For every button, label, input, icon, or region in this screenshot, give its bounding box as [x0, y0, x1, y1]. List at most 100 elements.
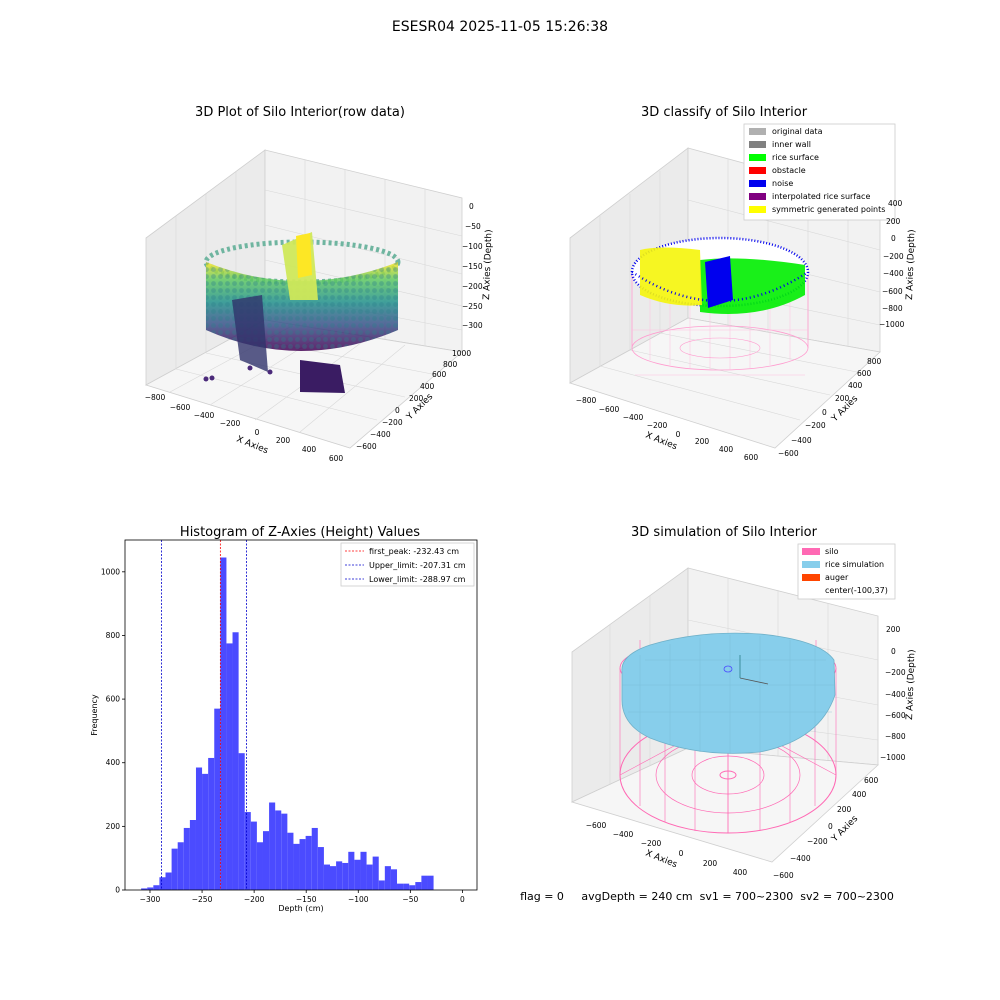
raw-panel-title: 3D Plot of Silo Interior(row data)	[195, 105, 405, 120]
tick-label: 200	[695, 437, 710, 446]
histogram-bar	[305, 835, 312, 890]
histogram-bar	[372, 856, 379, 890]
classify-zlabel: Z Axies (Depth)	[905, 229, 917, 300]
rice-simulation-surface	[621, 632, 836, 754]
x-tick-label: −100	[348, 895, 369, 904]
tick-label: −100	[462, 242, 483, 251]
tick-label: −600	[773, 871, 794, 880]
tick-label: −200	[807, 837, 828, 846]
classify-yticks: −600 −400 −200 0 200 400 600 800	[778, 357, 882, 458]
tick-label: −600	[885, 711, 906, 720]
x-axis-ticks: −300 −250 −200 −150 −100 −50 0	[140, 890, 465, 904]
plot-frame	[124, 539, 478, 891]
chart-title: Histogram of Z-Axies (Height) Values	[180, 525, 420, 540]
histogram-bars	[141, 557, 434, 890]
tick-label: −400	[791, 436, 812, 445]
tick-label: 400	[302, 445, 317, 454]
histogram-bar	[171, 848, 178, 890]
reference-lines	[161, 540, 247, 890]
tick-label: −800	[576, 396, 597, 405]
tick-label: −50	[465, 222, 481, 231]
tick-label: −200	[647, 421, 668, 430]
raw-zlabel: Z Axies (Depth)	[482, 229, 494, 300]
tick-label: −600	[599, 405, 620, 414]
histogram-bar	[238, 753, 245, 890]
legend-label: noise	[772, 179, 793, 188]
histogram-bar	[293, 843, 300, 890]
tick-label: −300	[462, 321, 483, 330]
tick-label: 400	[888, 199, 903, 208]
tick-label: 200	[835, 394, 850, 403]
tick-label: −400	[370, 430, 391, 439]
tick-label: 800	[443, 360, 458, 369]
histogram-bar	[177, 842, 184, 890]
histogram-bar	[244, 812, 251, 890]
tick-label: 600	[329, 454, 344, 463]
legend-label: symmetric generated points	[772, 205, 885, 214]
histogram-bar	[317, 847, 324, 890]
simulation-legend: silo rice simulation auger center(-100,3…	[797, 543, 896, 600]
y-axis-ticks: 0 200 400 600 800 1000	[101, 567, 125, 895]
tick-label: −400	[885, 690, 906, 699]
tick-label: 600	[864, 776, 879, 785]
classify-xticks: −800 −600 −400 −200 0 200 400 600	[576, 396, 759, 462]
histogram-bar	[342, 862, 349, 890]
x-tick-label: −300	[140, 895, 161, 904]
tick-label: −150	[462, 262, 483, 271]
panel-classify: 3D classify of Silo Interior	[568, 105, 917, 462]
tick-label: 0	[891, 647, 896, 656]
tick-label: 200	[886, 217, 901, 226]
tick-label: −250	[462, 302, 483, 311]
histogram-bar	[409, 885, 416, 890]
tick-label: 200	[703, 859, 718, 868]
histogram-bar	[366, 864, 373, 890]
tick-label: 400	[852, 790, 867, 799]
legend-label: center(-100,37)	[825, 586, 888, 595]
tick-label: 200	[837, 805, 852, 814]
legend-label: obstacle	[772, 166, 806, 175]
tick-label: −200	[885, 668, 906, 677]
legend-label: silo	[825, 547, 839, 556]
histogram-bar	[360, 851, 367, 890]
histogram-bar	[165, 872, 172, 890]
classify-point-cloud	[630, 236, 810, 376]
tick-label: −200	[462, 282, 483, 291]
simulation-xlabel: X Axies	[644, 849, 679, 871]
tick-label: −600	[778, 449, 799, 458]
histogram-bar	[232, 632, 239, 890]
simulation-zticks: 200 0 −200 −400 −600 −800 −1000	[880, 625, 906, 762]
raw-yticks: −600 −400 −200 0 200 400 600 800 1000	[356, 349, 471, 451]
x-tick-label: −200	[244, 895, 265, 904]
center-marker	[723, 665, 733, 673]
histogram-bar	[330, 866, 337, 890]
legend-label: original data	[772, 127, 823, 136]
status-line: flag = 0 avgDepth = 240 cm sv1 = 700~230…	[520, 890, 894, 903]
tick-label: −200	[883, 252, 904, 261]
classify-legend: original data inner wall rice surface ob…	[743, 123, 896, 221]
tick-label: −400	[194, 411, 215, 420]
tick-label: −600	[356, 442, 377, 451]
histogram-bar	[378, 880, 385, 890]
tick-label: 0	[828, 822, 833, 831]
raw-xlabel: X Axies	[235, 435, 270, 457]
tick-label: 200	[409, 394, 424, 403]
histogram-bar	[153, 885, 160, 890]
simulation-scene	[619, 632, 837, 834]
histogram-bar	[208, 757, 215, 890]
histogram-bar	[299, 839, 306, 890]
tick-label: 0	[822, 408, 827, 417]
raw-zticks: 0 −50 −100 −150 −200 −250 −300	[462, 202, 483, 330]
tick-label: −400	[623, 413, 644, 422]
legend-label: rice simulation	[825, 560, 884, 569]
histogram-bar	[281, 813, 288, 890]
tick-label: −200	[382, 418, 403, 427]
histogram-bar	[183, 827, 190, 890]
histogram-bar	[220, 557, 227, 890]
tick-label: 0	[891, 234, 896, 243]
y-tick-label: 0	[115, 886, 120, 895]
histogram-bar	[189, 820, 196, 890]
tick-label: −600	[882, 287, 903, 296]
histogram-bar	[397, 883, 404, 890]
classify-zticks: 400 200 0 −200 −400 −600 −800 −1000	[879, 199, 905, 329]
simulation-xticks: −600 −400 −200 0 200 400	[586, 821, 748, 877]
